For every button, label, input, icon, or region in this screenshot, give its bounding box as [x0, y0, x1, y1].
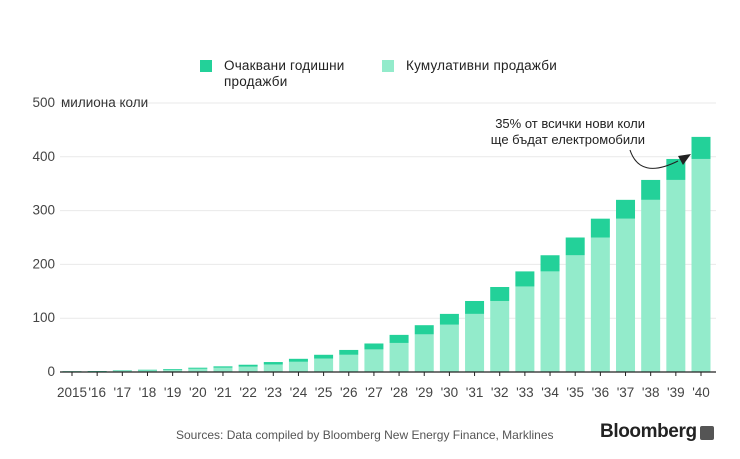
bar-annual: [465, 300, 485, 314]
bar-cumulative: [691, 158, 711, 372]
x-tick-label: '40: [692, 385, 710, 400]
x-tick-label: '35: [566, 385, 584, 400]
bars: [62, 136, 711, 372]
source-note: Sources: Data compiled by Bloomberg New …: [176, 428, 554, 442]
legend: Очаквани годишни продажби Кумулативни пр…: [200, 58, 586, 90]
bar-annual: [414, 325, 434, 335]
bar-cumulative: [540, 271, 560, 372]
legend-swatch-cumulative: [382, 60, 394, 72]
x-tick-label: '30: [441, 385, 459, 400]
bar-cumulative: [565, 255, 585, 372]
bar-cumulative: [263, 364, 283, 372]
x-tick-label: '31: [466, 385, 484, 400]
bar-annual: [137, 369, 157, 371]
bar-annual: [490, 286, 510, 301]
bar-annual: [590, 218, 610, 238]
x-tick-label: '21: [214, 385, 232, 400]
bar-annual: [565, 237, 585, 256]
x-axis-ticks: 2015'16 '17 '18 '19 '20 '21 '22 '23 '24 '25 '26 '27…: [57, 372, 710, 400]
bar-cumulative: [666, 179, 686, 372]
bar-cumulative: [213, 367, 233, 372]
bar-cumulative: [364, 349, 384, 372]
x-tick-label: '33: [516, 385, 534, 400]
bar-cumulative: [314, 358, 334, 372]
x-tick-label: '23: [264, 385, 282, 400]
bar-annual: [540, 255, 560, 272]
bar-annual: [616, 199, 636, 219]
bar-cumulative: [188, 368, 208, 372]
bar-annual: [515, 271, 535, 287]
bar-cumulative: [616, 218, 636, 372]
bar-annual: [389, 334, 409, 343]
legend-label-annual: Очаквани годишни продажби: [224, 58, 345, 89]
bar-annual: [213, 366, 233, 368]
y-axis-label: милиона коли: [61, 95, 148, 110]
y-tick-label: 500: [32, 95, 55, 110]
bar-annual: [112, 370, 132, 371]
bar-cumulative: [590, 237, 610, 372]
x-tick-label: '25: [315, 385, 333, 400]
y-tick-label: 200: [32, 256, 55, 271]
bar-annual: [339, 349, 359, 355]
x-tick-label: '22: [239, 385, 257, 400]
y-tick-label: 400: [32, 149, 55, 164]
bar-annual: [691, 136, 711, 159]
bar-cumulative: [641, 199, 661, 372]
x-tick-label: '34: [541, 385, 559, 400]
bar-cumulative: [288, 361, 308, 372]
x-tick-label: '24: [290, 385, 308, 400]
y-tick-label: 100: [32, 310, 55, 325]
legend-item-annual: Очаквани годишни продажби: [200, 58, 364, 90]
bar-cumulative: [389, 342, 409, 372]
x-tick-label: '39: [667, 385, 685, 400]
legend-label-cumulative: Кумулативни продажби: [406, 58, 557, 73]
y-tick-label: 0: [47, 364, 55, 379]
brand-logo: Bloomberg: [600, 421, 714, 443]
bar-annual: [288, 358, 308, 362]
x-tick-label: '20: [189, 385, 207, 400]
annotation-line-2: ще бъдат електромобили: [491, 132, 645, 147]
bar-cumulative: [339, 354, 359, 372]
x-tick-label: '17: [114, 385, 132, 400]
bar-cumulative: [163, 369, 183, 372]
bar-cumulative: [490, 300, 510, 372]
x-tick-label: '27: [365, 385, 383, 400]
bar-annual: [263, 362, 283, 365]
x-tick-label: '18: [139, 385, 157, 400]
bar-annual: [314, 354, 334, 359]
bar-annual: [439, 313, 459, 325]
x-tick-label: '28: [390, 385, 408, 400]
bar-cumulative: [137, 370, 157, 372]
x-tick-label: '38: [642, 385, 660, 400]
annotation-arrowhead: [678, 154, 691, 165]
legend-item-cumulative: Кумулативни продажби: [382, 58, 586, 90]
x-tick-label: '36: [592, 385, 610, 400]
annotation-line-1: 35% от всички нови коли: [495, 116, 645, 131]
y-axis-ticks: 0 100 200 300 400 500: [32, 95, 55, 379]
x-tick-label: '29: [415, 385, 433, 400]
bar-cumulative: [465, 313, 485, 372]
bar-cumulative: [238, 366, 258, 372]
x-tick-label: 2015: [57, 385, 87, 400]
bar-annual: [364, 343, 384, 350]
bar-annual: [163, 369, 183, 370]
bar-cumulative: [515, 286, 535, 372]
x-tick-label: '32: [491, 385, 509, 400]
y-tick-label: 300: [32, 203, 55, 218]
x-tick-label: '37: [617, 385, 635, 400]
bar-annual: [238, 364, 258, 367]
bar-annual: [641, 179, 661, 200]
x-tick-label: '26: [340, 385, 358, 400]
x-tick-label: '19: [164, 385, 182, 400]
bar-annual: [188, 367, 208, 369]
bar-cumulative: [414, 334, 434, 372]
x-tick-label: '16: [88, 385, 106, 400]
brand-text: Bloomberg: [600, 421, 697, 442]
bar-cumulative: [439, 324, 459, 372]
annotation-arrow: [629, 149, 679, 169]
terminal-icon: [699, 426, 714, 440]
legend-swatch-annual: [200, 60, 212, 72]
